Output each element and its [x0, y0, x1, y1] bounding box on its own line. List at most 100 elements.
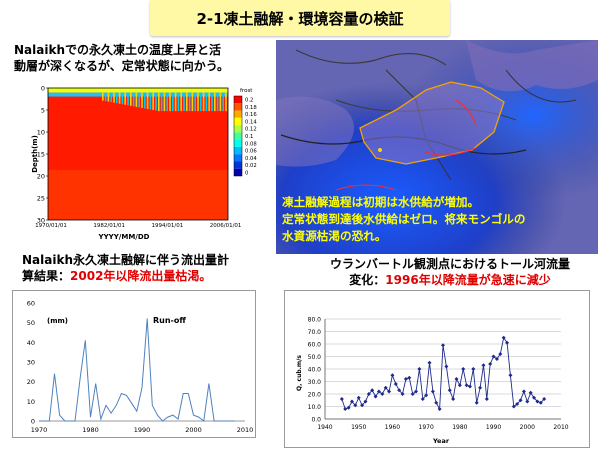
heatmap-seasonal-stripe: [202, 92, 205, 112]
tuul-data-point: [498, 352, 503, 356]
tuul-data-point: [457, 383, 462, 388]
tuul-data-point: [511, 404, 516, 409]
tuul-data-point: [501, 335, 506, 340]
heatmap-seasonal-stripe: [225, 92, 227, 112]
tuul-data-point: [353, 403, 358, 408]
heatmap-seasonal-stripe: [107, 92, 110, 102]
tuul-data-point: [521, 389, 526, 394]
tuul-data-point: [370, 388, 375, 393]
tuul-x-tick-label: 2010: [553, 424, 568, 431]
mongolia-map-image: [276, 40, 598, 254]
runoff-x-tick-label: 1970: [31, 426, 48, 434]
runoff-data-point: [136, 410, 138, 412]
tuul-data-point: [390, 373, 395, 378]
runoff-data-point: [95, 383, 96, 384]
colorbar-tick-label: 0.12: [245, 127, 257, 133]
tuul-data-point: [478, 385, 483, 390]
tuul-data-point: [528, 390, 533, 395]
runoff-data-point: [69, 420, 71, 422]
tuul-data-point: [508, 373, 513, 378]
runoff-y-tick-label: 40: [27, 339, 35, 347]
tuul-data-point: [461, 367, 466, 371]
runoff-data-point: [182, 393, 184, 394]
tuul-data-point: [494, 357, 499, 361]
runoff-x-tick-label: 1990: [134, 426, 151, 434]
heatmap-seasonal-stripe: [135, 92, 138, 107]
colorbar-tick-label: 0.06: [245, 149, 257, 155]
heatmap-seasonal-stripe: [146, 92, 149, 109]
runoff-data-point: [74, 420, 76, 422]
map-overlay-line1: 凍土融解過程は初期は水供給が増加。: [282, 195, 480, 209]
colorbar-swatch: [234, 146, 242, 155]
colorbar-title: frost: [240, 88, 253, 94]
runoff-data-point: [203, 420, 205, 422]
colorbar-tick-label: 0.16: [245, 112, 257, 118]
runoff-data-point: [224, 420, 225, 422]
runoff-data-point: [64, 420, 66, 422]
runoff-data-point: [105, 404, 107, 406]
colorbar-swatch: [234, 96, 242, 104]
runoff-title: Run-off: [153, 316, 186, 325]
heatmap-y-tick-label: 15: [37, 151, 45, 159]
heatmap-seasonal-stripe: [127, 92, 129, 106]
heatmap-x-tick-label: 1994/01/01: [152, 223, 184, 229]
tuul-data-point: [488, 362, 493, 366]
heatmap-seasonal-stripe: [191, 92, 194, 112]
runoff-chart: (mm) Run-off 0 10 20 30 40 50 60 1970 1980 1990 20…: [12, 290, 256, 438]
tuul-data-point: [454, 377, 459, 381]
runoff-x-tick-label: 1980: [82, 426, 99, 434]
bottom-right-caption-line1: ウランバートル観測点におけるトール河流量: [329, 257, 570, 271]
heatmap-seasonal-stripe: [180, 92, 182, 112]
heatmap-seasonal-stripe: [160, 92, 163, 112]
runoff-data-point: [172, 414, 174, 416]
tuul-data-point: [434, 400, 439, 405]
runoff-data-point: [90, 416, 91, 418]
tuul-data-point: [383, 385, 388, 390]
tuul-data-point: [542, 397, 547, 401]
heatmap-seasonal-stripe: [208, 92, 210, 112]
heatmap-y-label: Depth(m): [31, 135, 39, 173]
heatmap-x-tick-label: 1970/01/01: [35, 223, 67, 229]
runoff-y-tick-label: 50: [27, 319, 35, 327]
colorbar-tick-label: 0.14: [245, 119, 257, 125]
tuul-x-tick-label: 1970: [419, 424, 434, 431]
tuul-data-point: [451, 397, 456, 401]
heatmap-seasonal-stripe: [177, 92, 180, 112]
bottom-right-caption-prefix: 変化：: [349, 273, 386, 287]
heatmap-seasonal-stripe: [214, 92, 216, 112]
bottom-left-caption: Nalaikh永久凍土融解に伴う流出量計 算結果：2002年以降流出量枯渇。: [22, 252, 272, 284]
colorbar-tick-label: 0.08: [245, 141, 257, 147]
tuul-data-point: [420, 397, 425, 401]
runoff-data-point: [162, 420, 163, 422]
tuul-data-point: [387, 389, 392, 394]
tuul-y-label: Q, cub.m/s: [296, 355, 303, 391]
tuul-data-point: [430, 389, 435, 394]
mongolia-map: [276, 40, 598, 254]
tuul-data-point: [471, 367, 476, 371]
tuul-y-tick-label: 70.0: [308, 329, 322, 336]
tuul-data-point: [535, 399, 540, 404]
page-title: 2-1凍土融解・環境容量の検証: [150, 0, 450, 36]
runoff-y-tick-label: 20: [27, 378, 35, 386]
tuul-data-point: [491, 354, 496, 359]
heatmap-band-cyan: [48, 92, 228, 97]
runoff-data-point: [115, 404, 117, 406]
runoff-x-tick-label: 2000: [185, 426, 202, 434]
map-overlay-text: 凍土融解過程は初期は水供給が増加。 定常状態到達後水供給はゼロ。将来モンゴルの …: [282, 194, 594, 245]
tuul-data-point: [343, 407, 348, 411]
tuul-data-point: [397, 388, 402, 393]
runoff-data-point: [213, 420, 215, 422]
runoff-data-point: [198, 416, 199, 418]
heatmap-seasonal-stripe: [200, 92, 202, 112]
tuul-data-point: [360, 403, 365, 408]
colorbar-swatch: [234, 125, 242, 133]
heatmap-y-tick-label: 25: [37, 195, 45, 203]
tuul-data-point: [518, 398, 523, 403]
colorbar-swatch: [234, 154, 242, 162]
runoff-data-point: [49, 420, 50, 422]
heatmap-seasonal-stripe: [130, 92, 132, 106]
tuul-y-tick-label: 80.0: [308, 317, 322, 324]
tuul-y-tick-label: 30.0: [308, 379, 322, 386]
tuul-x-tick-label: 1980: [452, 424, 467, 431]
